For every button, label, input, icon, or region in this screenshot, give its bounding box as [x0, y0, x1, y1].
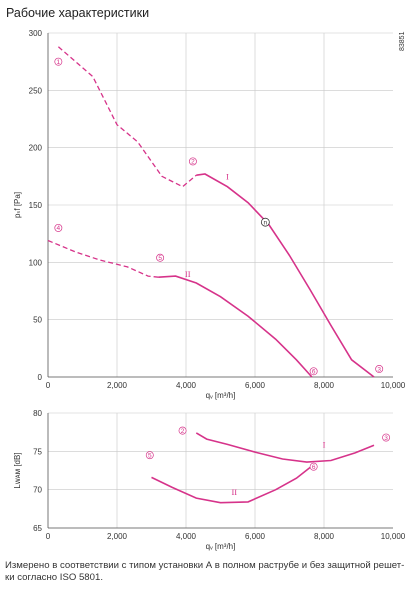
- pressure-marker-label-2: 2: [191, 159, 195, 166]
- noise-marker-2: [178, 426, 187, 435]
- pressure-series-I-dashed: [57, 46, 197, 188]
- noise-marker-label-6: 6: [312, 464, 316, 471]
- pressure-marker-2: [188, 157, 197, 166]
- footnote: Измерено в соответствии с типом установк…: [5, 560, 405, 583]
- noise-x-tick-label: 8,000: [314, 532, 335, 541]
- pressure-operating-point-label: n: [264, 220, 268, 227]
- pressure-x-tick-label: 6,000: [245, 381, 266, 390]
- pressure-curve-label-I: I: [226, 171, 229, 181]
- pressure-marker-label-4: 4: [57, 225, 61, 232]
- noise-x-axis-label: qᵥ [m³/h]: [206, 542, 236, 551]
- pressure-y-axis-label: pₛf [Pa]: [13, 192, 22, 218]
- pressure-marker-6: [309, 367, 318, 376]
- pressure-y-tick-label: 250: [29, 86, 43, 95]
- pressure-x-axis-label: qᵥ [m³/h]: [206, 391, 236, 400]
- pressure-series-II-dashed: [47, 239, 159, 278]
- noise-curve-label-II: II: [231, 487, 237, 497]
- pressure-y-tick-label: 50: [33, 316, 42, 325]
- pressure-marker-4: [54, 223, 63, 232]
- pressure-marker-3: [375, 365, 384, 373]
- noise-marker-5: [145, 451, 154, 460]
- pressure-marker-1: [54, 57, 63, 66]
- pressure-x-tick-label: 0: [46, 381, 51, 390]
- pressure-y-tick-label: 100: [29, 258, 43, 267]
- pressure-x-tick-label: 4,000: [176, 381, 197, 390]
- pressure-series-II-line: [158, 275, 313, 378]
- performance-charts: 0 2,000 4,000 6,000 8,000 10,0000501001502002…: [13, 29, 406, 551]
- noise-x-tick-label: 6,000: [245, 532, 266, 541]
- noise-marker-label-3: 3: [384, 435, 388, 442]
- noise-y-axis-label: Lᴡᴀᴍ [dB]: [13, 452, 22, 488]
- noise-series-II-line: [151, 466, 311, 504]
- pressure-y-tick-label: 0: [38, 373, 43, 382]
- pressure-y-tick-label: 200: [29, 144, 43, 153]
- noise-x-tick-label: 4,000: [176, 532, 197, 541]
- noise-y-tick-label: 80: [33, 409, 42, 418]
- noise-x-tick-label: 2,000: [107, 532, 128, 541]
- pressure-operating-point: [260, 217, 270, 227]
- noise-marker-6: [309, 462, 318, 471]
- noise-y-tick-label: 70: [33, 486, 42, 495]
- pressure-y-tick-label: 150: [29, 201, 43, 210]
- pressure-curve-label-II: II: [185, 269, 191, 279]
- pressure-marker-label-3: 3: [377, 366, 381, 373]
- pressure-x-tick-label: 2,000: [107, 381, 128, 390]
- pressure-x-tick-label: 10,000: [381, 381, 406, 390]
- noise-marker-label-5: 5: [148, 452, 152, 459]
- noise-x-tick-label: 10,000: [381, 532, 406, 541]
- noise-y-tick-label: 75: [33, 447, 42, 456]
- pressure-marker-label-6: 6: [312, 369, 316, 376]
- pressure-y-tick-label: 300: [29, 29, 43, 38]
- pressure-series-I-line: [196, 173, 375, 378]
- pressure-x-tick-label: 8,000: [314, 381, 335, 390]
- pressure-marker-label-5: 5: [158, 255, 162, 262]
- pressure-chart: 0 2,000 4,000 6,000 8,000 10,000 0 50 100 150 200 2…: [13, 29, 406, 400]
- noise-series-I-line: [195, 432, 375, 463]
- noise-y-tick-label: 65: [33, 524, 42, 533]
- pressure-marker-5: [156, 253, 165, 262]
- page-title: Рабочие характеристики: [6, 6, 150, 20]
- pressure-marker-label-1: 1: [57, 59, 61, 66]
- noise-marker-label-2: 2: [181, 428, 185, 435]
- drawing-code: 83851: [399, 31, 406, 51]
- noise-curve-label-I: I: [323, 439, 326, 449]
- noise-marker-3: [382, 433, 391, 442]
- noise-x-tick-label: 0: [46, 532, 51, 541]
